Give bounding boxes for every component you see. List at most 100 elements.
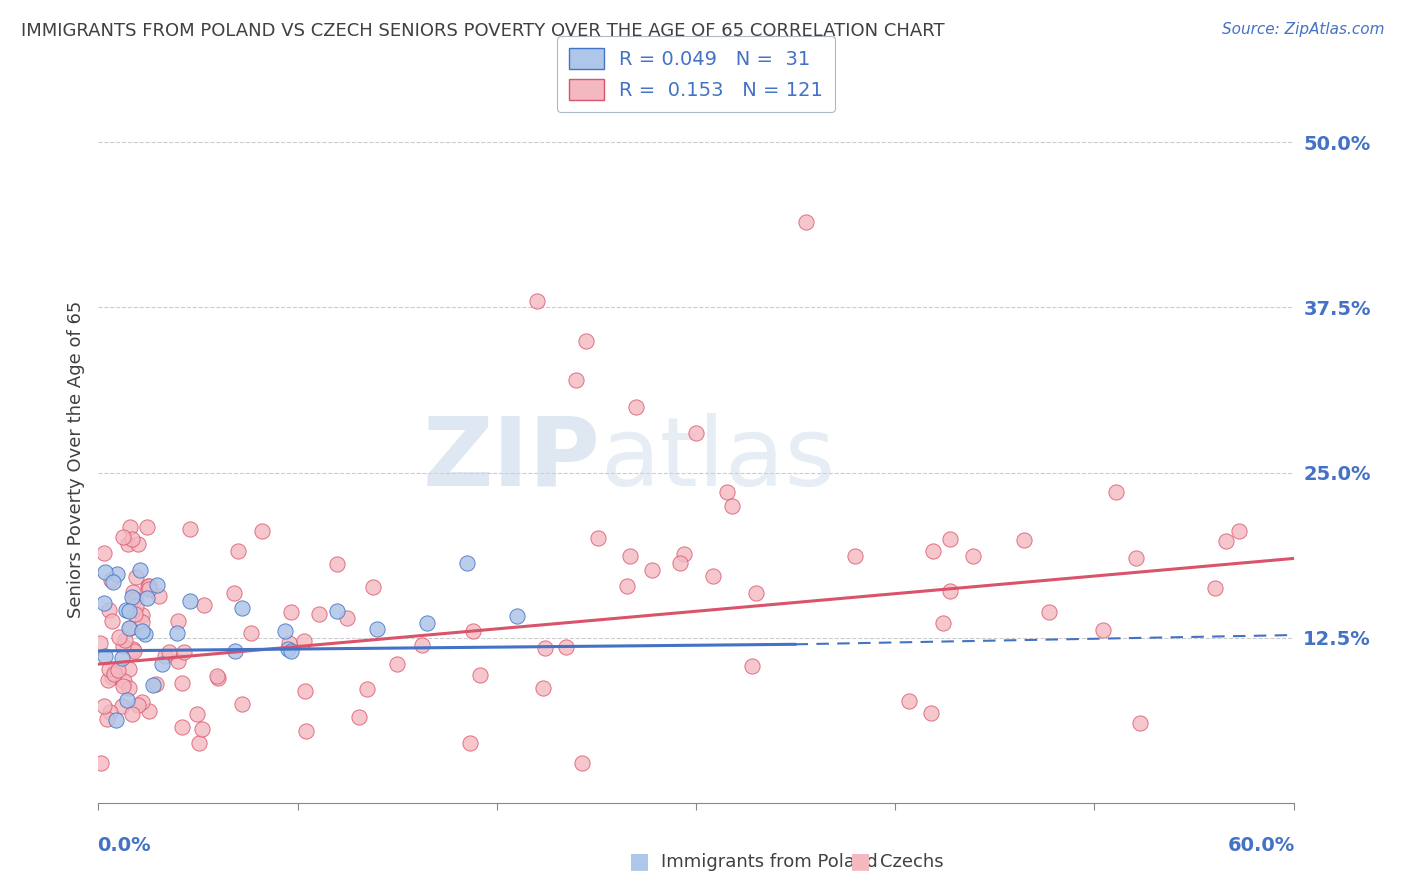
Point [157, 645, 180, 659]
Point [103, 667, 125, 681]
Point [115, 692, 138, 706]
Point [100, 614, 122, 628]
Point [295, 723, 318, 738]
Y-axis label: Seniors Poverty Over the Age of 65: Seniors Poverty Over the Age of 65 [66, 301, 84, 618]
Point [231, 601, 253, 615]
Point [136, 579, 159, 593]
Point [121, 590, 143, 604]
Point [103, 665, 125, 680]
Legend: R = 0.049   N =  31, R =  0.153   N = 121: R = 0.049 N = 31, R = 0.153 N = 121 [557, 37, 835, 112]
Point [1204, 581, 1226, 595]
Point [188, 736, 211, 750]
Point [277, 641, 299, 656]
Point [533, 640, 555, 655]
Point [616, 579, 638, 593]
Point [349, 710, 371, 724]
Text: ■: ■ [630, 851, 650, 871]
Point [118, 681, 141, 695]
Point [118, 622, 141, 636]
Point [565, 373, 588, 387]
Point [117, 536, 139, 550]
Point [555, 640, 578, 655]
Point [939, 532, 962, 546]
Point [118, 662, 141, 676]
Point [920, 706, 942, 720]
Point [146, 578, 169, 592]
Point [97, 662, 120, 676]
Point [101, 575, 124, 590]
Point [114, 633, 136, 648]
Point [138, 579, 160, 593]
Point [456, 556, 478, 570]
Point [470, 668, 492, 682]
Text: IMMIGRANTS FROM POLAND VS CZECH SENIORS POVERTY OVER THE AGE OF 65 CORRELATION C: IMMIGRANTS FROM POLAND VS CZECH SENIORS … [21, 22, 945, 40]
Point [93, 565, 115, 579]
Point [458, 736, 481, 750]
Point [224, 644, 246, 658]
Text: atlas: atlas [600, 413, 835, 506]
Point [294, 634, 316, 648]
Point [274, 624, 297, 639]
Point [111, 699, 134, 714]
Point [308, 607, 330, 621]
Point [167, 614, 190, 628]
Point [112, 640, 135, 654]
Point [277, 635, 299, 649]
Point [96, 712, 118, 726]
Point [207, 669, 229, 683]
Point [326, 604, 349, 618]
Point [931, 616, 953, 631]
Point [586, 531, 609, 545]
Point [240, 625, 263, 640]
Point [962, 549, 984, 563]
Point [124, 644, 146, 658]
Point [125, 599, 148, 613]
Point [120, 519, 142, 533]
Point [844, 549, 866, 563]
Point [100, 573, 122, 587]
Point [153, 649, 176, 664]
Text: Czechs: Czechs [880, 853, 943, 871]
Point [179, 594, 201, 608]
Point [121, 706, 143, 721]
Point [794, 214, 817, 228]
Point [118, 604, 141, 618]
Point [104, 713, 127, 727]
Point [191, 722, 214, 736]
Point [134, 627, 156, 641]
Point [1129, 715, 1152, 730]
Point [131, 624, 153, 638]
Point [93, 545, 115, 559]
Point [385, 657, 408, 672]
Point [506, 609, 529, 624]
Point [416, 616, 439, 631]
Point [721, 500, 744, 514]
Point [127, 698, 149, 713]
Point [112, 673, 135, 688]
Point [167, 654, 190, 668]
Point [124, 592, 146, 607]
Point [361, 580, 384, 594]
Point [1012, 533, 1035, 547]
Point [702, 569, 724, 583]
Point [150, 657, 173, 671]
Point [131, 607, 153, 622]
Point [186, 706, 208, 721]
Point [685, 425, 707, 440]
Point [107, 663, 129, 677]
Point [193, 599, 215, 613]
Point [326, 557, 349, 571]
Point [111, 651, 134, 665]
Point [166, 625, 188, 640]
Point [626, 400, 648, 414]
Point [94, 648, 117, 663]
Point [575, 334, 598, 348]
Point [294, 684, 316, 698]
Point [121, 642, 143, 657]
Point [526, 293, 548, 308]
Point [669, 556, 692, 570]
Point [336, 611, 359, 625]
Point [114, 603, 136, 617]
Point [179, 522, 201, 536]
Point [121, 533, 143, 547]
